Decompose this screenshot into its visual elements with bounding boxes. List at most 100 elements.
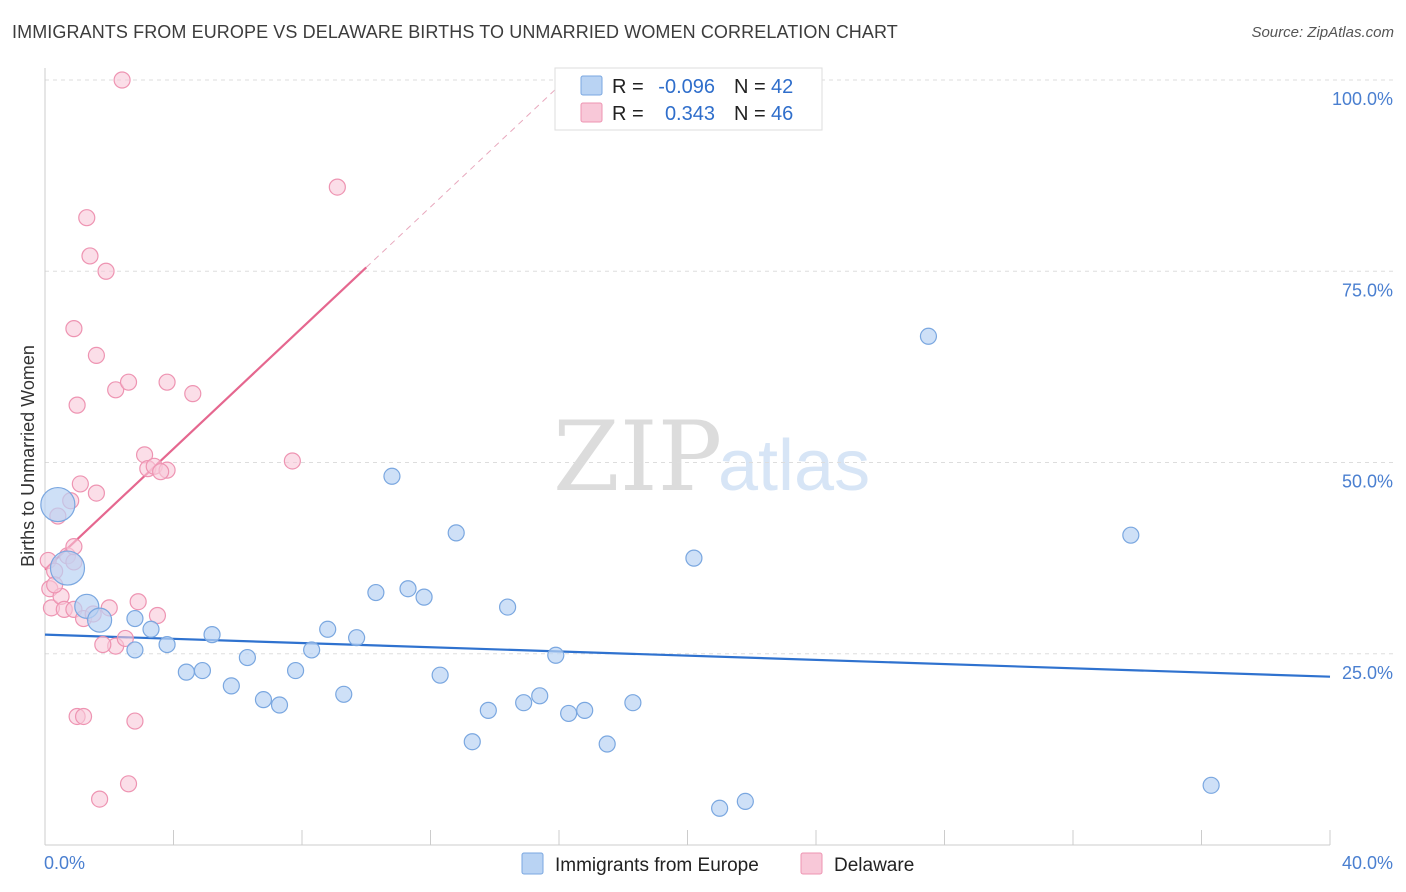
grid-lines (45, 79, 1393, 655)
legend-swatch-pink (580, 102, 603, 123)
data-point-delaware (184, 385, 202, 403)
data-point-delaware (107, 381, 125, 399)
data-point-delaware (328, 178, 346, 196)
data-point-delaware (65, 320, 83, 338)
data-point-immigrants (270, 696, 289, 714)
y-tick-label: 75.0% (1342, 280, 1393, 300)
data-point-immigrants (685, 549, 703, 567)
data-point-delaware (129, 593, 147, 611)
x-axis-ticks (44, 830, 1331, 845)
legend-n-label-2: N = (734, 103, 766, 125)
data-point-immigrants (254, 691, 273, 709)
data-point-immigrants (463, 733, 481, 751)
data-point-immigrants (319, 620, 337, 638)
data-point-immigrants (203, 626, 221, 644)
data-point-delaware (87, 346, 106, 364)
data-point-delaware (81, 247, 99, 265)
legend-r-value-1: -0.096 (658, 76, 715, 98)
data-point-immigrants (303, 641, 321, 659)
data-point-delaware (148, 606, 167, 625)
series-delaware (39, 71, 346, 808)
bottom-legend-label-delaware: Delaware (834, 855, 914, 876)
trend-line-delaware-extension (365, 79, 566, 268)
data-point-delaware (78, 209, 96, 227)
watermark: ZIP atlas (553, 401, 870, 513)
data-point-delaware (116, 629, 134, 648)
data-point-immigrants (238, 648, 256, 667)
data-point-immigrants (87, 607, 113, 633)
data-point-immigrants (499, 598, 517, 616)
legend-r-label-1: R = (612, 76, 644, 98)
data-point-delaware (87, 484, 106, 502)
data-point-immigrants (177, 663, 195, 681)
data-point-immigrants (40, 486, 76, 523)
legend-n-value-2: 46 (771, 103, 793, 125)
data-point-immigrants (126, 609, 144, 628)
legend-n-value-1: 42 (771, 76, 793, 98)
data-point-immigrants (415, 588, 433, 606)
data-point-immigrants (348, 629, 366, 647)
data-point-delaware (94, 635, 112, 654)
watermark-zip: ZIP (553, 401, 722, 513)
data-point-delaware (91, 790, 109, 808)
correlation-legend: R = -0.096 N = 42 R = 0.343 N = 46 (554, 67, 823, 131)
data-point-immigrants (399, 580, 417, 598)
data-point-delaware (74, 707, 93, 726)
series-immigrants-from-europe (40, 327, 1220, 817)
data-point-delaware (283, 452, 301, 470)
data-point-immigrants (1122, 526, 1140, 544)
data-point-immigrants (624, 694, 642, 712)
watermark-atlas: atlas (718, 426, 870, 506)
data-point-immigrants (560, 704, 578, 723)
data-point-immigrants (335, 685, 353, 703)
data-point-immigrants (158, 635, 176, 654)
data-point-immigrants (1202, 776, 1220, 794)
chart-title: IMMIGRANTS FROM EUROPE VS DELAWARE BIRTH… (12, 22, 898, 42)
data-point-immigrants (447, 524, 465, 542)
data-point-immigrants (576, 701, 594, 719)
data-point-delaware (119, 775, 138, 793)
data-point-delaware (97, 262, 115, 280)
legend-swatch-blue (580, 75, 603, 96)
data-point-immigrants (515, 694, 533, 712)
trend-lines (44, 79, 1331, 678)
data-point-immigrants (222, 677, 240, 695)
bottom-legend-swatch-pink (800, 852, 823, 875)
data-point-immigrants (711, 799, 729, 817)
y-tick-labels: 100.0% 75.0% 50.0% 25.0% (1332, 89, 1393, 683)
data-point-immigrants (919, 327, 938, 345)
y-tick-label: 50.0% (1342, 472, 1393, 492)
data-point-delaware (71, 475, 89, 493)
y-axis-label: Births to Unmarried Women (18, 345, 38, 567)
data-point-delaware (126, 712, 144, 730)
data-point-immigrants (736, 792, 754, 810)
legend-r-label-2: R = (612, 103, 644, 125)
trend-line-delaware (44, 266, 368, 571)
y-tick-label: 25.0% (1342, 663, 1393, 683)
data-point-immigrants (383, 467, 401, 485)
series-legend: Immigrants from Europe Delaware (521, 852, 914, 876)
x-tick-label-min: 0.0% (44, 853, 85, 873)
data-point-immigrants (598, 735, 616, 753)
bottom-legend-swatch-blue (521, 852, 544, 875)
data-point-immigrants (431, 666, 449, 684)
trend-line-immigrants (44, 633, 1331, 678)
data-point-immigrants (367, 583, 385, 602)
data-point-delaware (152, 463, 170, 481)
data-point-delaware (68, 396, 86, 414)
data-point-immigrants (531, 687, 549, 705)
source-label: Source: ZipAtlas.com (1251, 24, 1394, 41)
data-point-immigrants (126, 641, 144, 659)
data-point-delaware (113, 71, 131, 89)
data-point-immigrants (49, 550, 86, 586)
data-point-immigrants (193, 661, 212, 680)
data-point-delaware (158, 373, 176, 391)
data-point-immigrants (479, 701, 497, 719)
data-point-immigrants (286, 661, 305, 680)
legend-r-value-2: 0.343 (665, 103, 715, 125)
data-point-immigrants (547, 646, 565, 664)
data-point-delaware (119, 373, 138, 391)
legend-n-label-1: N = (734, 76, 766, 98)
bottom-legend-label-immigrants: Immigrants from Europe (555, 855, 759, 876)
